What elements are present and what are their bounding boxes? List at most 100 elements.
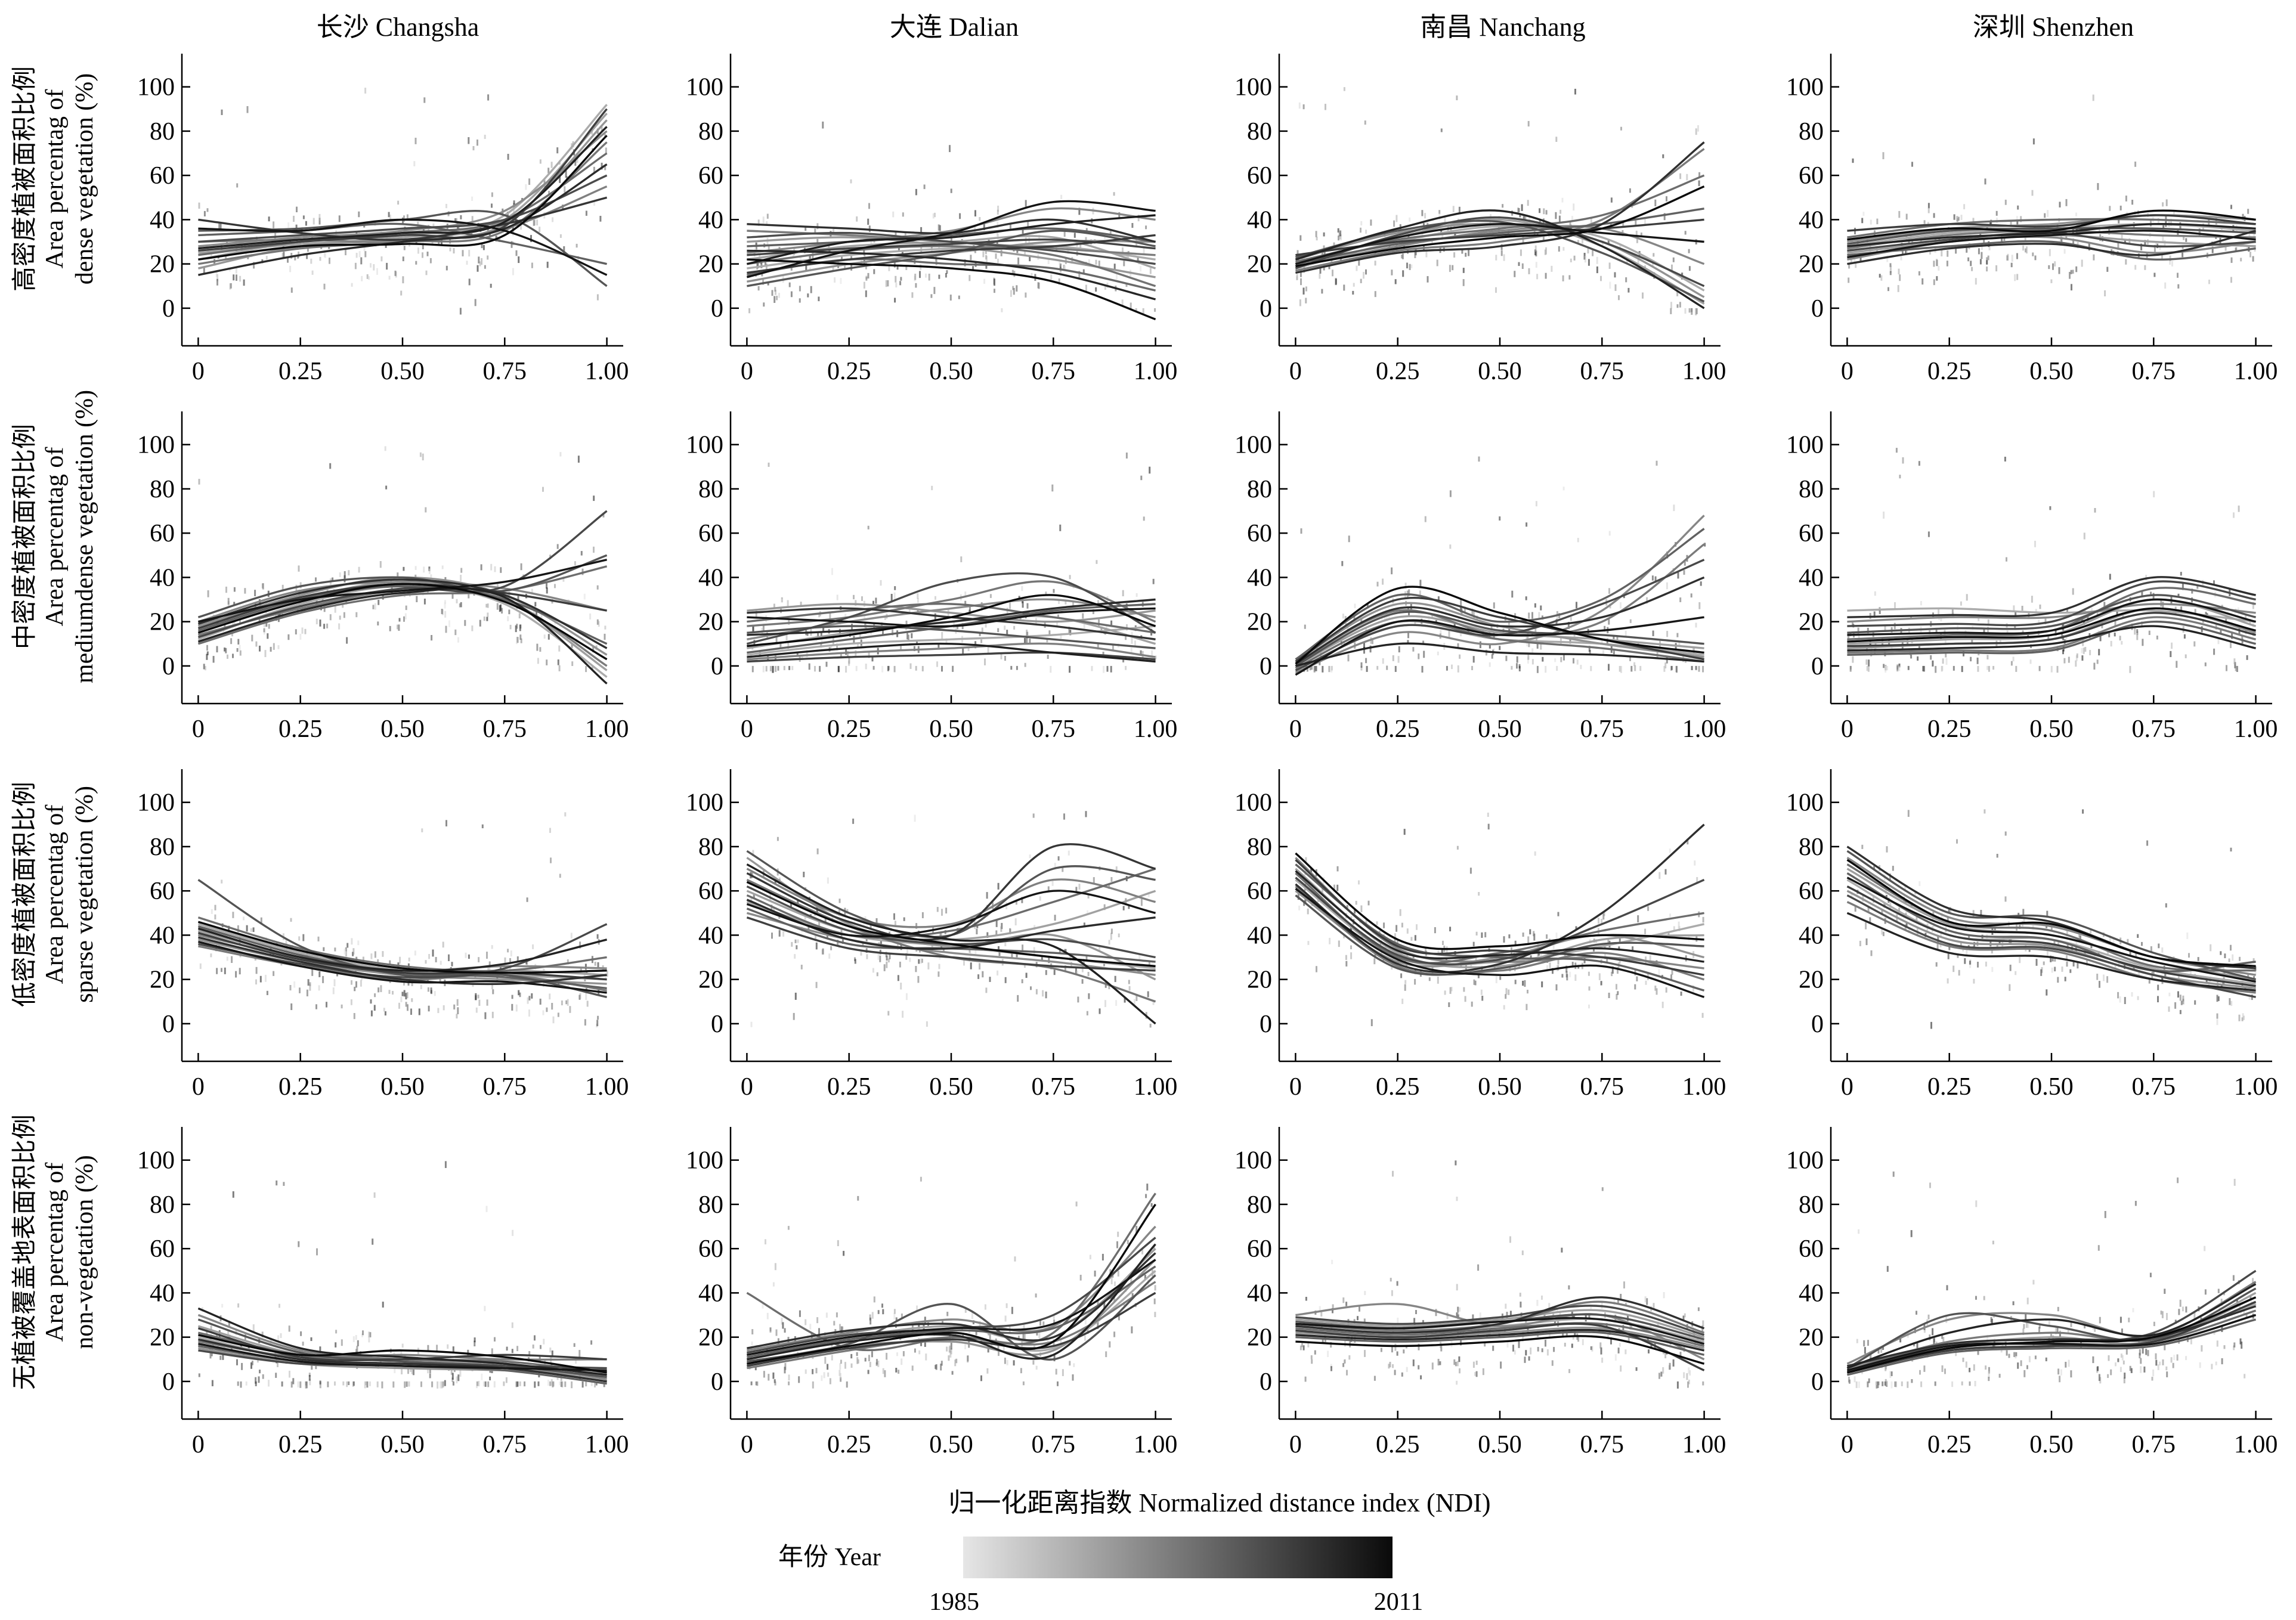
scatter-point bbox=[994, 289, 995, 293]
scatter-point bbox=[1962, 1358, 1964, 1362]
scatter-point bbox=[575, 243, 578, 248]
scatter-point bbox=[2131, 200, 2134, 205]
scatter-point bbox=[2223, 977, 2225, 984]
scatter-point bbox=[1024, 963, 1026, 968]
scatter-point bbox=[1097, 600, 1099, 606]
x-tick-label: 0.25 bbox=[827, 358, 871, 385]
scatter-point bbox=[997, 205, 1000, 212]
scatter-point bbox=[2148, 979, 2150, 984]
scatter-point bbox=[1536, 643, 1539, 649]
scatter-point bbox=[1979, 259, 1982, 265]
scatter-point bbox=[1006, 630, 1008, 636]
scatter-point bbox=[1421, 665, 1424, 673]
scatter-point bbox=[1335, 278, 1337, 286]
scatter-point bbox=[1990, 1317, 1992, 1322]
scatter-point bbox=[1011, 953, 1013, 958]
scatter-point bbox=[499, 605, 501, 612]
scatter-point bbox=[986, 932, 989, 938]
scatter-point bbox=[1464, 996, 1466, 1002]
scatter-point bbox=[2065, 636, 2068, 643]
scatter-point bbox=[932, 213, 935, 219]
scatter-point bbox=[1679, 1352, 1682, 1356]
scatter-point bbox=[546, 587, 548, 594]
scatter-point bbox=[791, 665, 794, 670]
scatter-point bbox=[1883, 512, 1885, 519]
scatter-point bbox=[1610, 1337, 1612, 1345]
scatter-point bbox=[1406, 963, 1408, 968]
scatter-point bbox=[1431, 614, 1434, 618]
scatter-point bbox=[575, 1358, 577, 1364]
scatter-point bbox=[752, 625, 754, 632]
scatter-point bbox=[1942, 1337, 1945, 1342]
scatter-point bbox=[901, 1314, 903, 1319]
scatter-point bbox=[1853, 257, 1856, 264]
scatter-point bbox=[1537, 1347, 1539, 1352]
scatter-point bbox=[1514, 271, 1516, 277]
scatter-point bbox=[769, 665, 772, 671]
scatter-point bbox=[1646, 1298, 1648, 1305]
scatter-point bbox=[989, 594, 992, 598]
scatter-point bbox=[931, 485, 933, 491]
scatter-point bbox=[1686, 174, 1688, 181]
scatter-point bbox=[2035, 959, 2038, 966]
scatter-point bbox=[1617, 1348, 1620, 1353]
scatter-point bbox=[2226, 665, 2227, 671]
scatter-point bbox=[239, 968, 241, 975]
scatter-point bbox=[1103, 904, 1106, 910]
year-curve bbox=[746, 200, 1156, 278]
scatter-point bbox=[845, 648, 847, 655]
scatter-point bbox=[774, 1381, 776, 1386]
y-tick-label: 100 bbox=[137, 74, 175, 101]
scatter-point bbox=[1390, 1278, 1392, 1282]
scatter-point bbox=[1509, 1236, 1511, 1243]
scatter-point bbox=[354, 986, 356, 992]
scatter-point bbox=[1985, 961, 1987, 967]
scatter-point bbox=[604, 625, 607, 630]
scatter-point bbox=[283, 252, 285, 258]
scatter-point bbox=[481, 1373, 483, 1380]
x-tick-label: 0.25 bbox=[279, 1431, 323, 1458]
scatter-point bbox=[423, 599, 426, 605]
scatter-point bbox=[1487, 812, 1489, 817]
scatter-point bbox=[534, 602, 537, 607]
scatter-point bbox=[1897, 285, 1899, 292]
scatter-point bbox=[383, 1008, 385, 1012]
scatter-point bbox=[815, 942, 818, 950]
scatter-point bbox=[1661, 1002, 1664, 1008]
scatter-point bbox=[1629, 619, 1632, 623]
scatter-point bbox=[1307, 1343, 1310, 1348]
scatter-point bbox=[1892, 1171, 1895, 1177]
scatter-point bbox=[1941, 912, 1943, 919]
scatter-point bbox=[1600, 275, 1602, 281]
scatter-point bbox=[1899, 1336, 1902, 1343]
y-tick-label: 40 bbox=[1247, 922, 1272, 949]
scatter-point bbox=[552, 1381, 554, 1387]
scatter-point bbox=[1525, 1003, 1528, 1011]
scatter-point bbox=[601, 126, 603, 132]
year-curve bbox=[197, 581, 607, 623]
scatter-point bbox=[1853, 1376, 1856, 1383]
scatter-point bbox=[911, 633, 913, 639]
scatter-point bbox=[765, 665, 768, 672]
year-curve bbox=[1847, 222, 2256, 247]
scatter-point bbox=[1662, 1367, 1664, 1374]
scatter-point bbox=[1930, 1021, 1932, 1029]
scatter-point bbox=[1364, 120, 1366, 125]
scatter-point bbox=[983, 224, 985, 230]
scatter-point bbox=[877, 1361, 880, 1367]
scatter-point bbox=[230, 283, 232, 289]
scatter-point bbox=[370, 953, 373, 959]
scatter-point bbox=[942, 948, 945, 953]
scatter-point bbox=[836, 643, 838, 651]
scatter-point bbox=[380, 256, 383, 262]
scatter-point bbox=[1425, 250, 1428, 258]
year-curve bbox=[1295, 870, 1704, 963]
scatter-point bbox=[1410, 937, 1413, 941]
scatter-point bbox=[1002, 1346, 1005, 1351]
scatter-point bbox=[2217, 637, 2220, 645]
scatter-point bbox=[1545, 665, 1547, 673]
scatter-point bbox=[290, 918, 292, 922]
scatter-point bbox=[2096, 609, 2099, 617]
scatter-point bbox=[2053, 940, 2056, 944]
year-curve bbox=[1846, 872, 2256, 972]
